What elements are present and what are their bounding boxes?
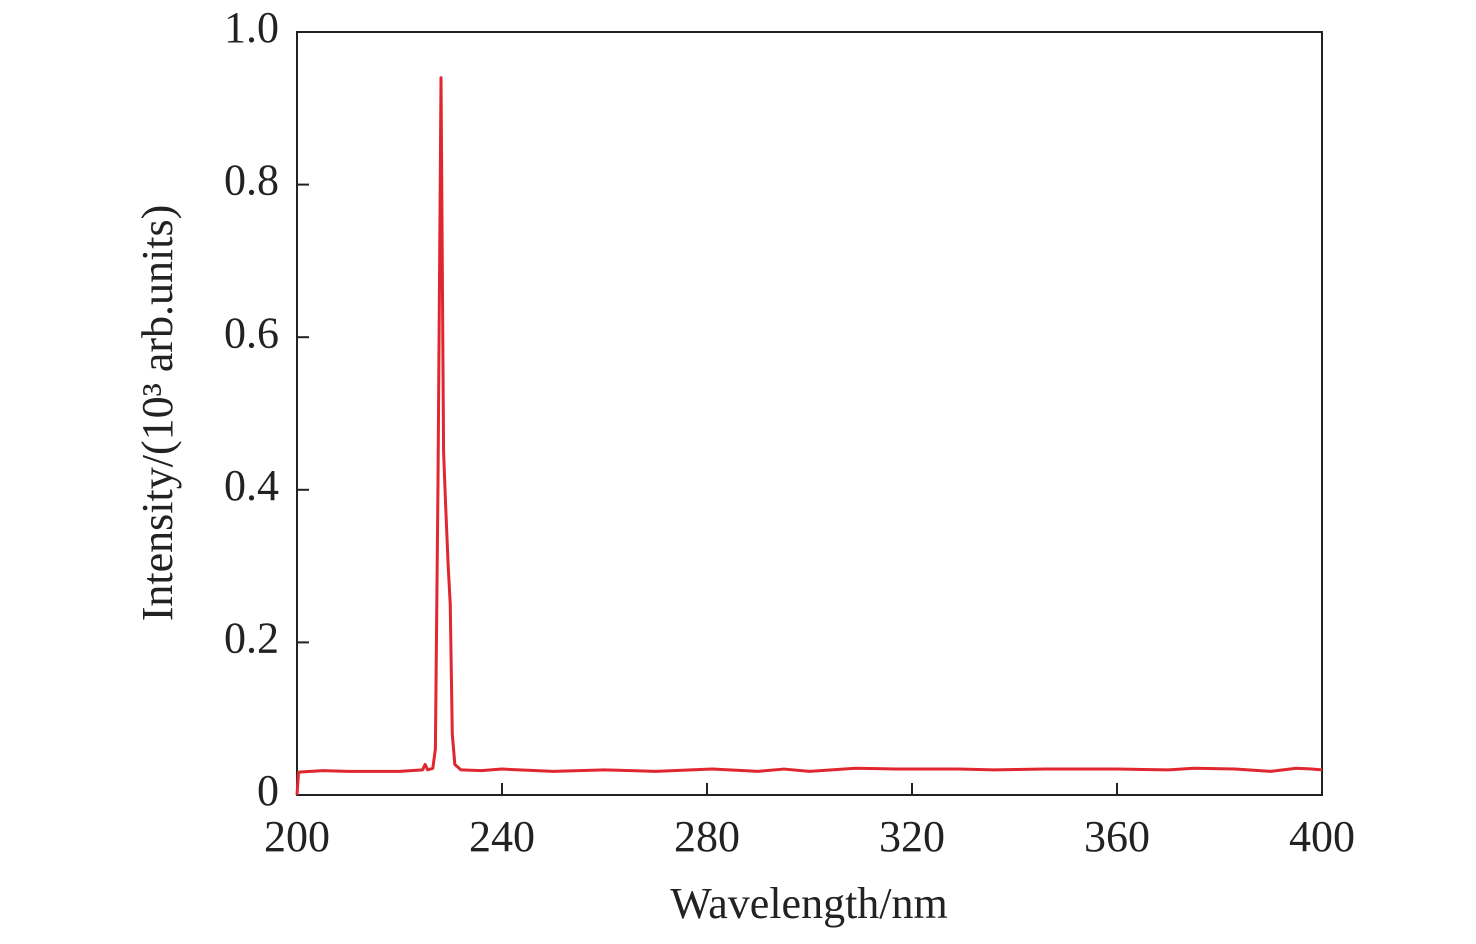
y-tick-label: 0.8 (224, 156, 279, 205)
x-tick-label: 280 (674, 812, 740, 861)
x-tick-label: 200 (264, 812, 330, 861)
y-tick-label: 1.0 (224, 3, 279, 52)
y-tick-label: 0.6 (224, 308, 279, 357)
x-tick-label: 360 (1084, 812, 1150, 861)
x-tick-label: 320 (879, 812, 945, 861)
y-tick-label: 0 (257, 766, 279, 815)
x-tick-label: 400 (1289, 812, 1355, 861)
x-axis-label: Wavelength/nm (670, 879, 948, 928)
y-tick-label: 0.4 (224, 461, 279, 510)
y-axis-label: Intensity/(10³ arb.units) (133, 205, 182, 621)
data-line (295, 76, 1323, 796)
y-tick-label: 0.2 (224, 613, 279, 662)
x-tick-label: 240 (469, 812, 535, 861)
plot-frame (296, 31, 1323, 796)
